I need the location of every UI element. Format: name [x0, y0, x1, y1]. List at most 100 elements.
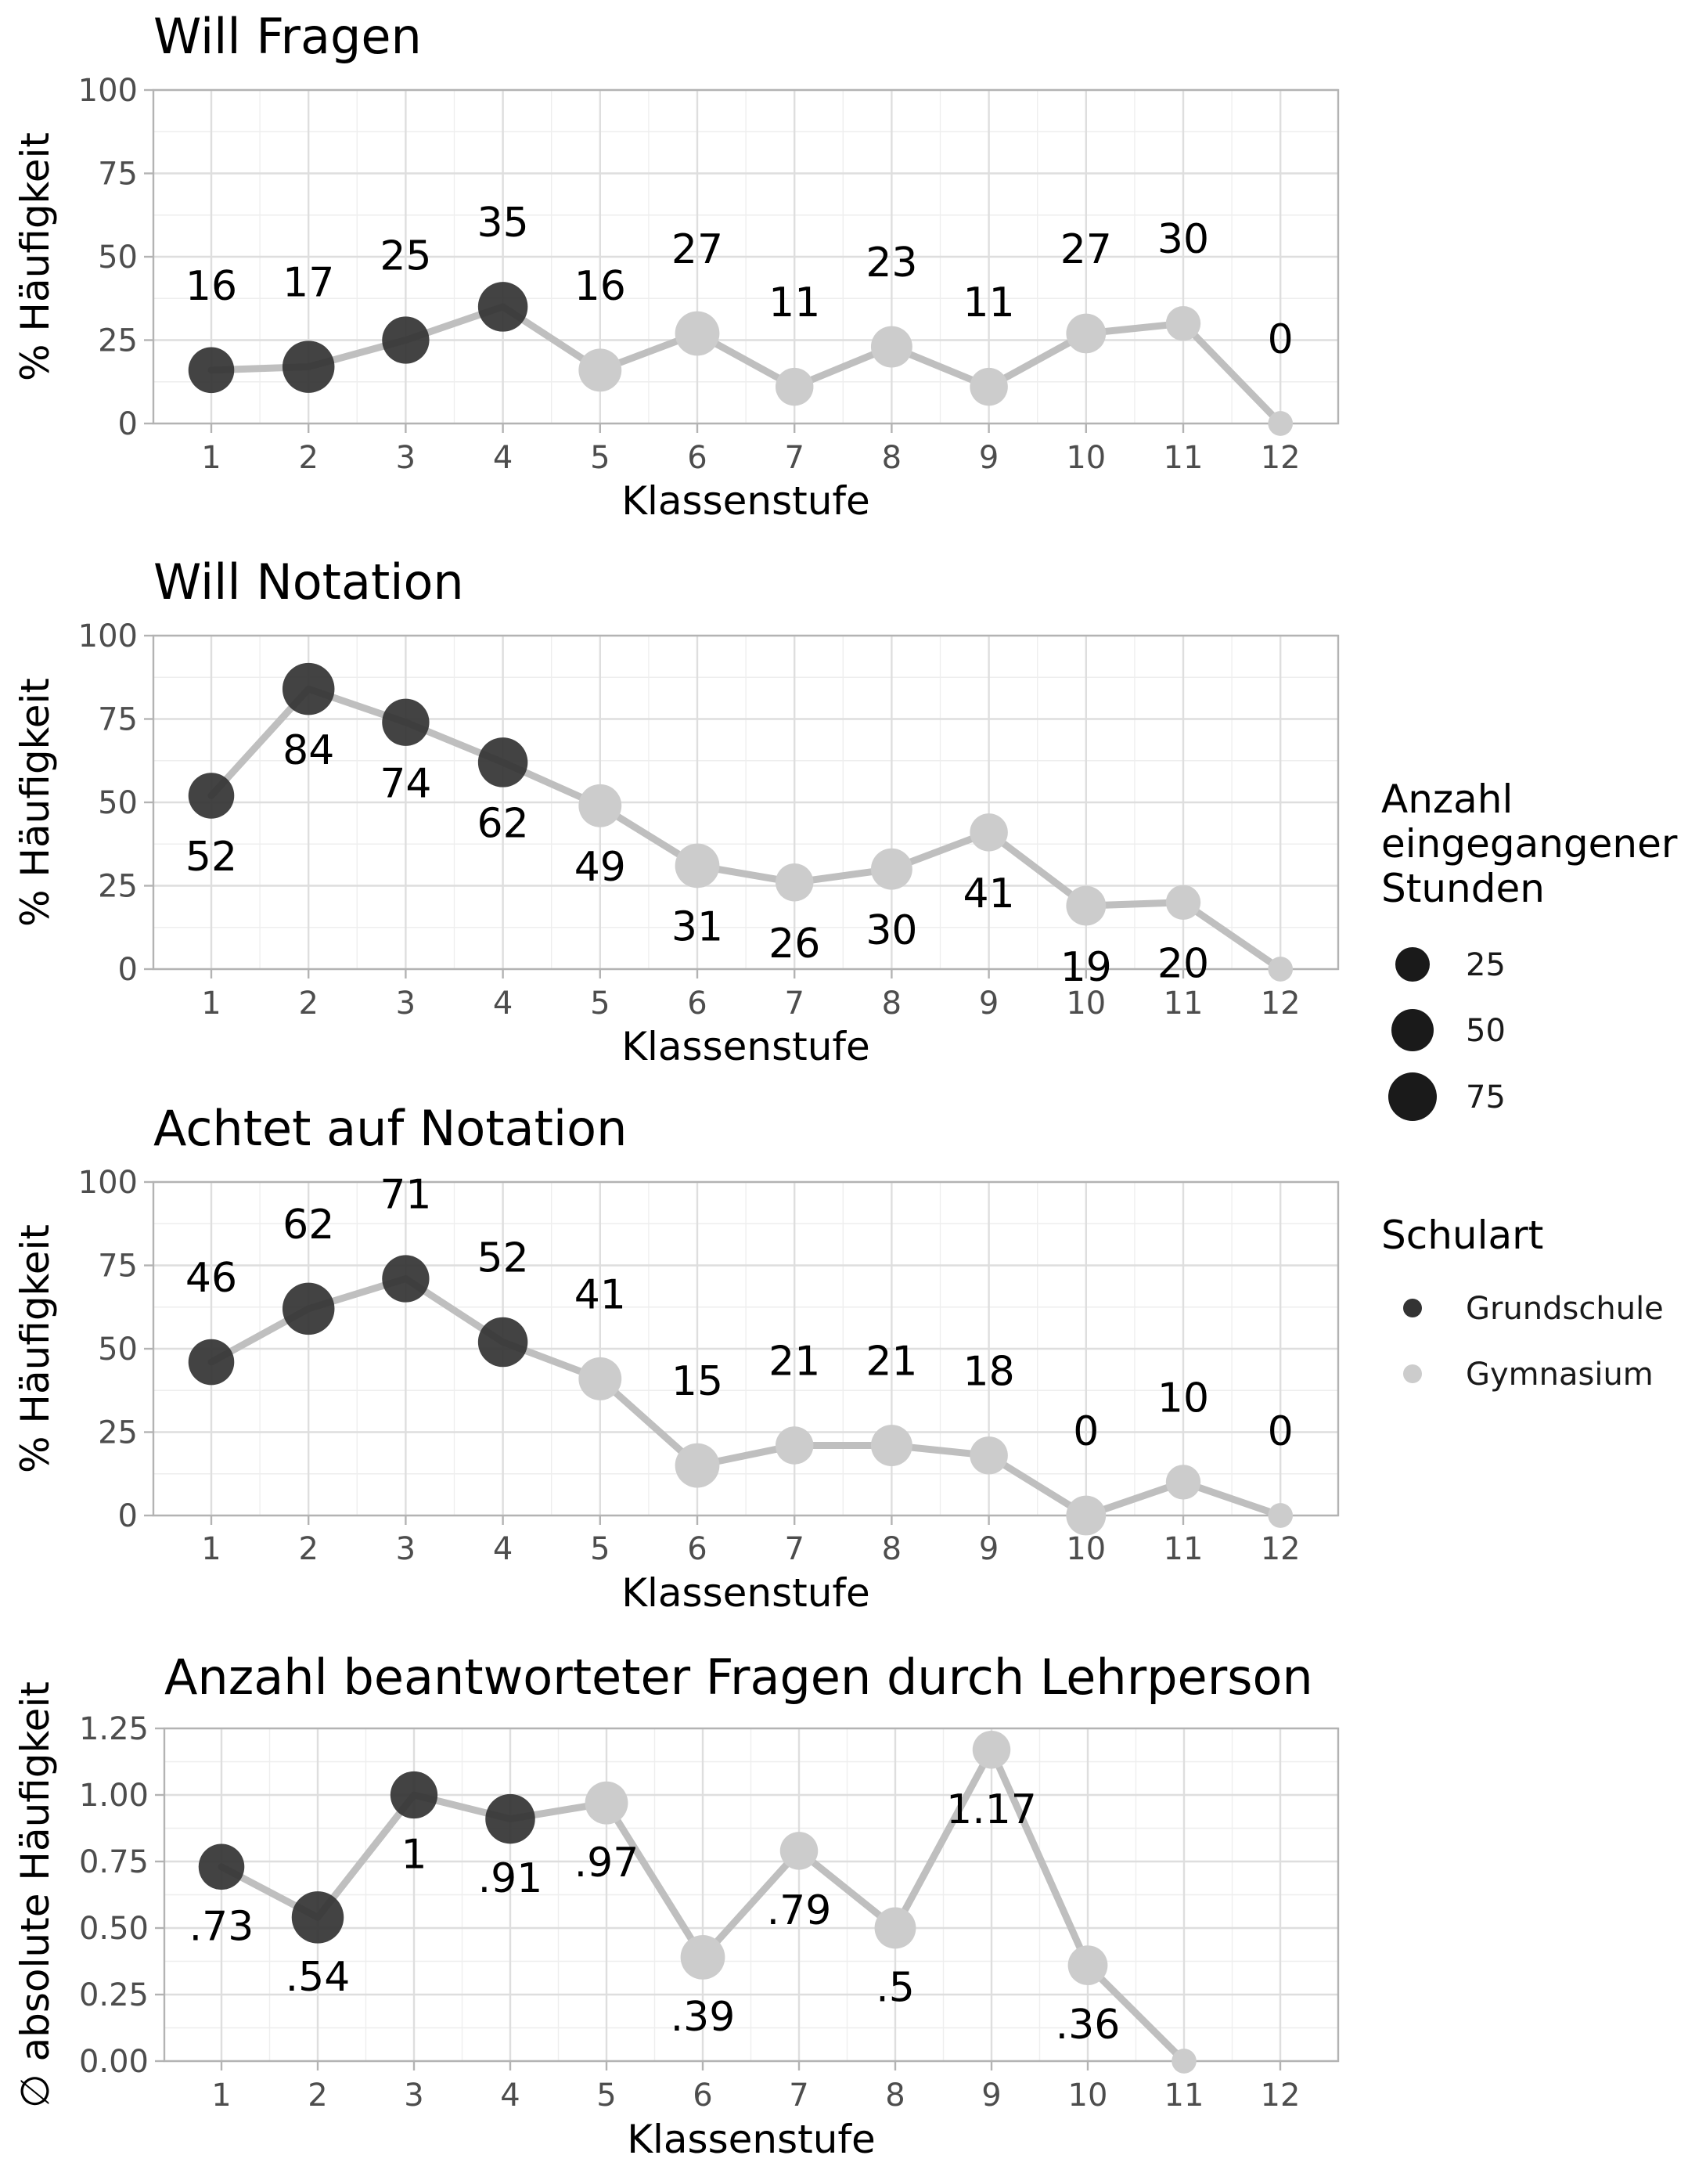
y-tick-label: 0.25	[79, 1977, 149, 2013]
data-label: 27	[671, 226, 723, 273]
chart-title: Achtet auf Notation	[153, 1100, 627, 1157]
x-axis-title: Klassenstufe	[627, 2117, 876, 2162]
data-point	[198, 1843, 245, 1890]
data-point	[1165, 1465, 1201, 1500]
data-point	[188, 347, 235, 394]
x-tick-label: 4	[500, 2078, 520, 2114]
data-point	[680, 1935, 725, 1980]
data-label: 19	[1060, 944, 1112, 991]
x-tick-label: 9	[979, 986, 999, 1022]
x-tick-label: 4	[493, 440, 513, 476]
data-label: .36	[1056, 2002, 1121, 2049]
x-tick-label: 8	[882, 1531, 902, 1567]
data-point	[390, 1771, 438, 1819]
data-point	[675, 311, 720, 356]
data-point	[779, 1832, 819, 1870]
y-tick-label: 25	[98, 1415, 138, 1451]
data-point	[1268, 957, 1294, 982]
x-tick-label: 12	[1261, 1531, 1301, 1567]
x-tick-label: 5	[590, 1531, 610, 1567]
data-point	[874, 1907, 916, 1949]
x-tick-label: 5	[590, 440, 610, 476]
data-point	[775, 863, 814, 902]
x-tick-label: 11	[1164, 1531, 1204, 1567]
data-label: 62	[477, 801, 529, 848]
data-point	[585, 1781, 628, 1825]
x-tick-label: 9	[979, 1531, 999, 1567]
data-label: 21	[866, 1339, 917, 1386]
y-axis-title: ∅ absolute Häufigkeit	[13, 1681, 58, 2108]
data-label: .97	[574, 1840, 639, 1887]
data-label: 71	[380, 1172, 431, 1219]
data-label: 15	[671, 1358, 723, 1405]
data-point	[1067, 1945, 1108, 1985]
data-point	[675, 843, 720, 888]
data-label: 11	[768, 279, 820, 326]
data-label: 35	[477, 200, 529, 247]
data-point	[578, 348, 622, 392]
size-legend-label-25: 25	[1466, 947, 1506, 983]
x-tick-label: 3	[396, 986, 416, 1022]
data-label: 0	[1073, 1408, 1099, 1455]
data-point	[1165, 306, 1201, 341]
data-label: 52	[477, 1234, 529, 1281]
x-tick-label: 10	[1066, 1531, 1106, 1567]
data-point	[1066, 313, 1107, 354]
chart-title: Anzahl beantworteter Fragen durch Lehrpe…	[164, 1649, 1313, 1706]
x-axis-title: Klassenstufe	[621, 478, 870, 524]
data-point	[382, 316, 430, 364]
x-tick-label: 7	[789, 2078, 808, 2114]
size-legend-key-25	[1395, 947, 1430, 982]
x-tick-label: 5	[590, 986, 610, 1022]
y-tick-label: 1.25	[79, 1711, 149, 1747]
x-tick-label: 1	[211, 2078, 231, 2114]
data-point	[1172, 2049, 1197, 2074]
size-legend: Anzahl eingegangener Stunden 25 50 75	[1381, 777, 1678, 1121]
data-label: 26	[768, 921, 820, 968]
data-label: 0	[1268, 316, 1294, 363]
data-point	[972, 1730, 1011, 1769]
data-point	[970, 813, 1008, 852]
y-tick-label: 75	[98, 1249, 138, 1285]
panel-border	[152, 634, 1340, 971]
data-label: 52	[185, 834, 237, 881]
data-label: 74	[380, 761, 431, 808]
x-tick-label: 2	[298, 986, 318, 1022]
size-legend-title-line-3: Stunden	[1381, 866, 1545, 911]
x-tick-label: 3	[396, 1531, 416, 1567]
y-tick-label: 0	[118, 952, 138, 988]
data-point	[382, 1255, 430, 1303]
data-label: 41	[574, 1271, 626, 1318]
x-tick-label: 7	[784, 440, 804, 476]
x-tick-label: 11	[1164, 986, 1204, 1022]
y-tick-label: 0.75	[79, 1844, 149, 1880]
y-axis-title: % Häufigkeit	[13, 678, 58, 927]
x-tick-label: 4	[493, 986, 513, 1022]
data-label: .79	[767, 1887, 832, 1934]
data-label: 30	[866, 907, 917, 954]
data-point	[870, 848, 912, 890]
data-point	[282, 662, 335, 715]
y-tick-label: 25	[98, 323, 138, 359]
data-point	[578, 1357, 622, 1400]
data-point	[870, 326, 912, 368]
x-tick-label: 11	[1164, 440, 1204, 476]
data-label: 23	[866, 240, 917, 287]
x-tick-label: 2	[298, 440, 318, 476]
data-point	[970, 1436, 1008, 1475]
x-tick-label: 2	[298, 1531, 318, 1567]
y-tick-label: 50	[98, 785, 138, 821]
data-point	[1268, 1503, 1294, 1528]
size-legend-key-50	[1391, 1009, 1434, 1051]
data-label: 46	[185, 1255, 237, 1302]
data-point	[382, 698, 430, 746]
x-tick-label: 10	[1066, 986, 1106, 1022]
x-tick-label: 8	[885, 2078, 905, 2114]
x-tick-label: 7	[784, 986, 804, 1022]
x-tick-label: 12	[1261, 2078, 1301, 2114]
x-tick-label: 9	[979, 440, 999, 476]
data-label: 16	[574, 263, 626, 310]
data-label: 49	[574, 844, 626, 891]
